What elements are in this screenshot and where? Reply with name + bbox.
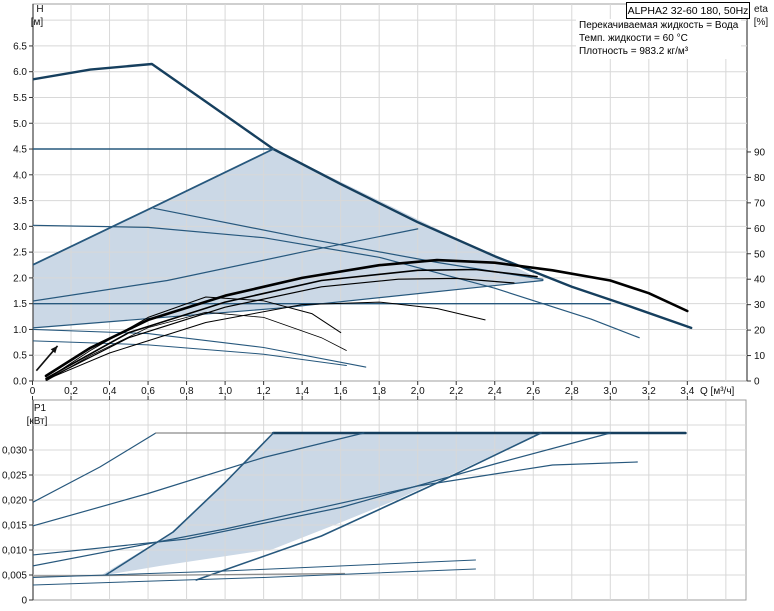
y-tick-label: 4.5 (13, 145, 27, 156)
y-tick-label: 0,015 (2, 521, 27, 532)
info-line-density: Плотность = 983.2 кг/м³ (579, 46, 689, 57)
y-tick-label: 0.5 (13, 351, 27, 362)
duty-point-arrow (35, 345, 59, 372)
info-line-temperature: Темп. жидкости = 60 °C (579, 33, 688, 44)
x-tick-label: 1,2 (257, 386, 271, 397)
prop-pressure-mid-rising (33, 228, 419, 302)
y2-tick-label: 0 (754, 377, 760, 388)
y2-tick-label: 90 (754, 147, 766, 158)
y-tick-label: 2.0 (13, 273, 27, 284)
y-tick-label: 0,020 (2, 496, 27, 507)
gridlines (33, 4, 747, 381)
x-tick-label: 0,8 (180, 386, 194, 397)
y2-axis-label: eta (754, 4, 768, 15)
speed-i-curve (33, 328, 367, 368)
eta-speed-ii (45, 301, 486, 381)
x-tick-label: 1,4 (295, 386, 309, 397)
y-tick-label: 0,005 (2, 571, 27, 582)
y-tick-label: 4.0 (13, 170, 27, 181)
y-tick-label: 0,010 (2, 546, 27, 557)
y-tick-label: 0 (21, 596, 27, 607)
x-tick-label: 2,4 (488, 386, 502, 397)
autoadapt-upper-edge (33, 148, 275, 266)
p1-speed-ii-rise (33, 432, 365, 527)
p1-rising-to-max (33, 432, 611, 556)
max-speed-curve (33, 62, 693, 330)
y2-tick-label: 30 (754, 300, 766, 311)
y-tick-label: 2.5 (13, 248, 27, 259)
chart-title: ALPHA2 32-60 180, 50Hz (627, 4, 749, 17)
y-axis-label: H (36, 4, 43, 15)
operating-range-region (99, 433, 541, 576)
y-tick-label: 5.5 (13, 93, 27, 104)
x-tick-label: 1,0 (218, 386, 232, 397)
y-axis-label: P1 (34, 403, 47, 414)
x-tick-label: 0,6 (141, 386, 155, 397)
y-tick-label: 3.0 (13, 222, 27, 233)
operating-range-region (33, 149, 543, 328)
x-tick-label: 2,8 (565, 386, 579, 397)
y-tick-label: 0,030 (2, 446, 27, 457)
p1-low-1 (33, 559, 476, 578)
y-tick-label: 1.0 (13, 325, 27, 336)
x-tick-label: 2,6 (526, 386, 540, 397)
chart-title-box: ALPHA2 32-60 180, 50Hz (626, 2, 750, 19)
info-line-fluid: Перекачиваемая жидкость = Вода (579, 20, 739, 31)
y2-tick-label: 40 (754, 275, 766, 286)
x-tick-label: 3,4 (680, 386, 694, 397)
x-tick-label: 2,0 (411, 386, 425, 397)
y-tick-label: 0.0 (13, 377, 27, 388)
p1-autoadapt-right-edge (195, 432, 542, 581)
y2-tick-label: 20 (754, 326, 766, 337)
eta-max (44, 258, 689, 378)
y2-axis-unit-label: [%] (754, 17, 769, 28)
eta-autoadapt-1 (45, 268, 538, 380)
y2-tick-label: 10 (754, 351, 766, 362)
x-tick-label: 1,6 (334, 386, 348, 397)
x-axis-label: Q [м³/ч] (700, 386, 735, 397)
p1-autoadapt-left-edge (104, 432, 275, 576)
y-tick-label: 5.0 (13, 119, 27, 130)
p1-speed-iii-rise (33, 432, 157, 503)
y-tick-label: 1.5 (13, 299, 27, 310)
y-axis-unit-label: [м] (31, 17, 44, 28)
min-curve (33, 340, 347, 366)
y-axis-unit-label: [кВт] (27, 416, 48, 427)
speed-ii-curve (33, 224, 640, 339)
series (33, 62, 693, 381)
p1-arc (33, 461, 638, 567)
x-tick-label: 1,8 (372, 386, 386, 397)
y2-tick-label: 60 (754, 224, 766, 235)
eta-min (45, 311, 347, 381)
y-tick-label: 6.5 (13, 41, 27, 52)
p1-low-2 (33, 568, 476, 586)
y-tick-label: 3.5 (13, 196, 27, 207)
eta-speed-i (45, 296, 342, 381)
series (33, 431, 687, 586)
axis-ticks-and-labels: 0.0 0.5 1.0 1.5 2.0 2.5 3.0 3.5 4.0 4.5 5.0 5.5 6.0 6… (13, 4, 768, 397)
x-tick-label: 0,2 (64, 386, 78, 397)
y-tick-label: 6.0 (13, 67, 27, 78)
x-tick-label: 3,0 (603, 386, 617, 397)
x-tick-label: 2,2 (449, 386, 463, 397)
x-tick-label: 0,4 (103, 386, 117, 397)
y2-tick-label: 80 (754, 173, 766, 184)
axis-ticks-and-labels: 0 0,005 0,010 0,015 0,020 0,025 0,030 P1 [кВт] (2, 396, 688, 607)
y2-tick-label: 70 (754, 198, 766, 209)
eta-autoadapt-2 (45, 277, 515, 381)
x-tick-label: 0 (30, 386, 36, 397)
chart-info-box: Перекачиваемая жидкость = Вода Темп. жид… (576, 19, 742, 59)
y-tick-label: 0,025 (2, 471, 27, 482)
x-tick-label: 3,2 (642, 386, 656, 397)
y2-tick-label: 50 (754, 249, 766, 260)
